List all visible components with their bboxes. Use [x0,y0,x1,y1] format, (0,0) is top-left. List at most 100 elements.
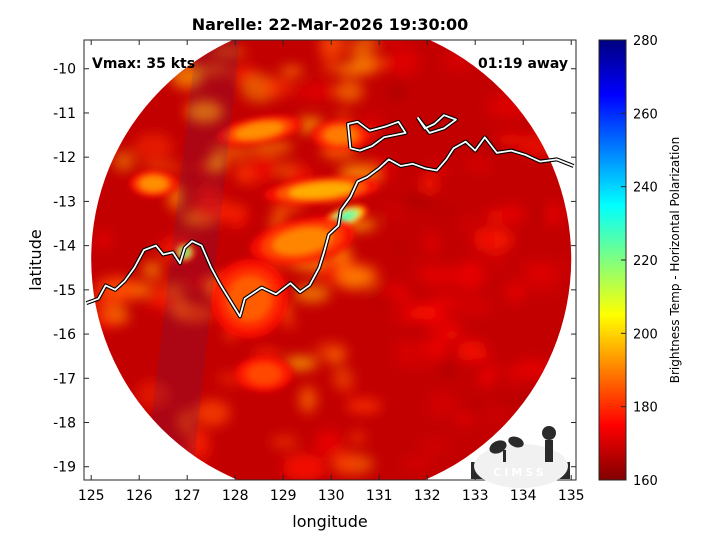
swath-speckle [100,312,115,321]
swath-speckle [394,338,415,365]
x-tick-label: 129 [270,488,297,504]
swath-speckle [331,450,357,475]
swath-speckle [346,399,382,413]
swath-speckle [349,40,375,62]
swath-speckle [525,269,561,293]
swath-speckle [134,133,173,161]
x-axis-label: longitude [292,512,367,531]
y-tick-label: -17 [53,371,76,387]
coastline-line [416,114,457,134]
swath-speckle [558,258,572,271]
colorbar-tick-label: 260 [633,107,658,122]
y-tick-label: -13 [53,194,76,210]
swath-speckle [280,319,299,330]
x-tick-label: 127 [174,488,201,504]
chart-title: Narelle: 22-Mar-2026 19:30:00 [192,15,469,34]
microwave-swath [91,40,572,480]
colorbar: 280 260 240 220 200 180 160 Brightness Temp - … [598,34,682,489]
swath-speckle [173,304,215,323]
swath-speckle [210,142,253,163]
swath-speckle [226,206,248,229]
swath-speckle [349,430,366,444]
logo-hill [474,444,568,488]
swath-speckle [333,62,377,76]
logo-tower-legs [545,440,553,462]
x-tick-label: 131 [366,488,393,504]
x-tick-label: 128 [222,488,249,504]
swath-speckle [505,280,526,303]
x-tick-label: 133 [462,488,489,504]
colorbar-tick-label: 240 [633,181,658,196]
swath-speckle [418,303,448,312]
swath-speckle [420,172,438,196]
swath-speckle [473,226,513,253]
feature-layer [289,182,355,199]
swath-speckle [250,153,278,181]
swath-speckle [467,396,481,416]
swath-speckle [501,204,525,224]
swath-speckle [279,66,304,76]
logo-text: CIMSS [493,466,546,479]
swath-speckle [418,268,462,286]
swath-speckle [188,428,209,454]
colorbar-tick-label: 280 [633,34,658,49]
swath-speckle [427,391,457,418]
swath-speckle [368,282,389,310]
coastline [85,113,575,319]
cimss-logo: CIMSS [471,426,570,488]
swath-speckle [97,231,110,248]
swath-speckle [496,134,524,146]
swath-speckle [492,248,505,270]
swath-speckle [296,82,337,100]
x-tick-label: 126 [126,488,153,504]
swath-speckle [141,161,183,173]
colorbar-ticks: 280 260 240 220 200 180 160 [621,34,658,489]
logo-dish-stand [503,450,506,462]
swath-speckle [418,439,450,455]
swath-speckle [457,412,471,426]
coastline-line [347,120,407,152]
logo-tower-tank [542,426,556,440]
y-tick-label: -14 [53,239,76,255]
swath-speckle [362,40,407,46]
swath-speckle [193,184,224,199]
logo-dish-left [489,440,507,454]
swath-speckle [482,401,511,429]
swath-speckle [392,238,407,256]
cloud-band [129,170,178,197]
colorbar-tick-label: 160 [633,474,658,489]
swath-speckle [398,318,433,337]
coastline-line [86,136,574,318]
feature-layer [140,176,168,192]
swath-speckle [192,197,229,223]
swath-speckle [321,59,335,75]
x-tick-label: 125 [78,488,105,504]
swath-speckle [185,100,224,123]
scan-seam [144,40,240,480]
swath-speckle [544,203,563,225]
swath-speckle [334,80,364,103]
x-tick-label: 135 [558,488,585,504]
feature-layer [235,122,284,140]
feature-layer [272,227,332,255]
y-tick-label: -11 [53,106,76,122]
swath-speckle [424,230,438,255]
colorbar-tick-label: 220 [633,254,658,269]
logo-dish-right [508,436,524,448]
swath-speckle [385,212,419,222]
swath-speckle [455,262,485,290]
swath-speckle [150,278,166,302]
swath-speckle [270,435,299,449]
x-tick-label: 132 [414,488,441,504]
swath-speckle [470,414,483,427]
swath-speckle [457,340,488,363]
swath-speckle [440,206,474,229]
y-tick-label: -12 [53,150,76,166]
swath-speckle [465,160,493,170]
cloud-band [216,115,302,146]
feature-layer [324,126,358,144]
swath-speckle [315,430,342,458]
swath-speckle [210,47,247,56]
swath-speckle [336,265,374,289]
colorbar-tick-label: 200 [633,327,658,342]
